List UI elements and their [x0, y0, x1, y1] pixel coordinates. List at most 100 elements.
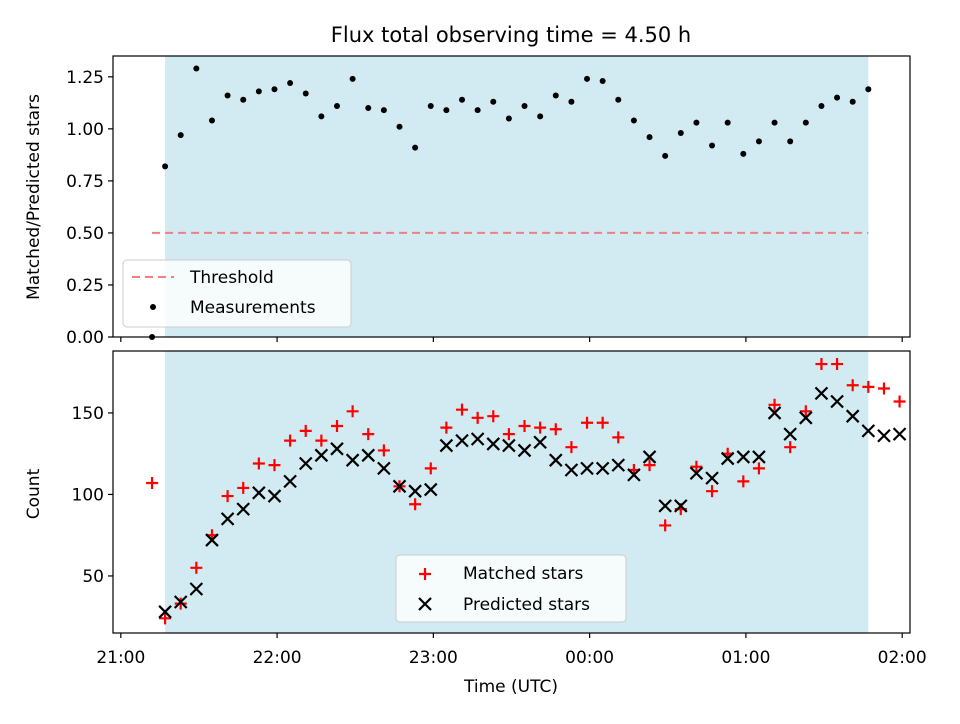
predicted-star-point [330, 442, 344, 456]
measurement-point [474, 107, 481, 114]
predicted-star-point [689, 466, 704, 481]
measurement-point [302, 90, 309, 97]
predicted-star-point [642, 450, 657, 464]
predicted-star-point [861, 424, 876, 438]
measurement-point [865, 86, 872, 93]
matched-star-point [502, 428, 515, 441]
measurement-point [787, 138, 794, 145]
matched-star-point [237, 481, 250, 494]
x-tick-label: 23:00 [409, 648, 458, 668]
measurement-point [443, 107, 450, 114]
matched-star-point [330, 419, 343, 432]
predicted-star-point [720, 451, 735, 466]
measurement-point [427, 102, 434, 109]
predicted-star-point [799, 411, 813, 425]
measurement-point [162, 163, 169, 170]
matched-star-point [487, 410, 500, 423]
y-tick-label: 0.25 [66, 276, 104, 296]
measurement-point [724, 119, 731, 126]
matched-star-point [893, 395, 906, 408]
predicted-star-point [392, 479, 407, 494]
measurement-point [537, 113, 544, 120]
y-tick-label: 0.50 [66, 224, 104, 244]
predicted-star-point [502, 438, 516, 453]
top-panel-y-axis-label: Matched/Predicted stars [24, 94, 44, 300]
predicted-star-point [314, 448, 329, 463]
plot-frame [112, 55, 911, 338]
matched-star-point [659, 519, 672, 532]
predicted-star-point [658, 499, 672, 513]
measurement-point [412, 144, 419, 151]
x-axis-label: Time (UTC) [463, 677, 558, 697]
matched-star-point [174, 597, 187, 610]
predicted-star-point [783, 427, 797, 441]
predicted-star-point [377, 461, 391, 476]
predicted-star-point [236, 502, 251, 516]
plot-frame [112, 350, 911, 634]
predicted-star-point [705, 471, 719, 485]
measurement-point [459, 96, 466, 103]
measurement-point [193, 65, 200, 72]
matched-star-point [565, 441, 578, 454]
legend-box [395, 554, 627, 623]
matched-star-point [784, 441, 797, 454]
measurement-point [505, 115, 512, 122]
matched-star-point [549, 423, 562, 436]
matched-star-point [877, 382, 890, 395]
predicted-star-point [549, 453, 563, 467]
predicted-star-point [455, 433, 469, 448]
measurement-point [380, 107, 387, 114]
matched-star-point [377, 444, 390, 457]
measurement-point [318, 113, 325, 120]
x-tick-label: 02:00 [878, 648, 927, 668]
matched-star-point [252, 457, 265, 470]
matched-star-point [471, 411, 484, 424]
matched-star-point [315, 434, 328, 447]
y-tick-label: 1.00 [66, 120, 104, 140]
legend-box [122, 259, 352, 328]
matched-star-point [159, 612, 172, 625]
y-tick-label: 0.75 [66, 172, 104, 192]
measurement-point [287, 80, 294, 87]
x-tick-label: 01:00 [721, 648, 770, 668]
measurement-point [271, 86, 278, 93]
y-tick-label: 50 [82, 567, 104, 587]
measurement-point [552, 92, 559, 99]
matched-star-point [190, 561, 203, 574]
predicted-star-point [158, 605, 172, 619]
predicted-star-point [845, 409, 860, 423]
measurement-point [755, 138, 762, 145]
chart-title: Flux total observing time = 4.50 h [331, 23, 691, 47]
measurement-point [630, 117, 637, 124]
predicted-star-point [408, 484, 422, 498]
x-tick-label: 22:00 [253, 648, 302, 668]
measurement-point [662, 152, 669, 159]
predicted-star-point [611, 458, 626, 472]
predicted-star-point [283, 474, 297, 489]
matched-star-point [846, 379, 859, 392]
measurement-point [208, 117, 215, 124]
measurement-point [224, 92, 231, 99]
predicted-star-point [470, 432, 485, 446]
predicted-star-point [439, 438, 454, 453]
predicted-star-point [361, 448, 376, 463]
matched-star-point [737, 475, 750, 488]
legend-measurements-swatch [150, 304, 156, 310]
matched-star-point [862, 380, 875, 393]
predicted-star-point [486, 437, 501, 451]
predicted-star-point [814, 386, 829, 401]
matched-star-point [518, 419, 531, 432]
predicted-star-point [423, 482, 438, 497]
legend-predicted-label: Predicted stars [463, 595, 590, 615]
measurement-point [333, 102, 340, 109]
measurement-point [396, 123, 403, 130]
measurement-point [677, 130, 684, 137]
matched-star-point [831, 358, 844, 371]
matched-star-point [752, 462, 765, 475]
measurement-point [693, 119, 700, 126]
matched-star-point [815, 358, 828, 371]
measurement-point [834, 94, 841, 101]
matched-star-point [456, 403, 469, 416]
predicted-star-point [189, 582, 204, 596]
